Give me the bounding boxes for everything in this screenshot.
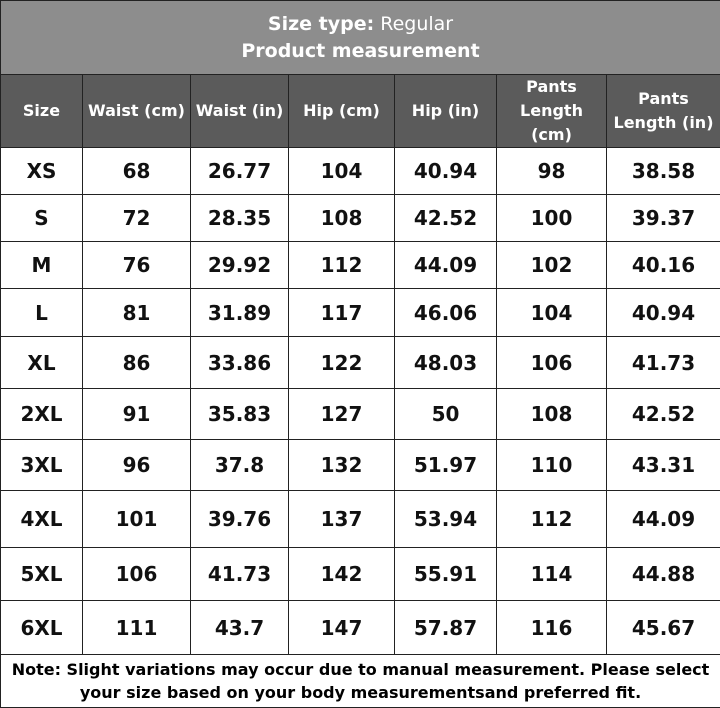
size-cell: XS (1, 148, 83, 195)
column-header: Hip (cm) (289, 75, 395, 148)
measurement-cell: 116 (497, 601, 607, 655)
measurement-cell: 147 (289, 601, 395, 655)
measurement-cell: 50 (395, 389, 497, 440)
measurement-cell: 40.16 (607, 242, 720, 289)
measurement-cell: 101 (83, 491, 191, 548)
measurement-cell: 137 (289, 491, 395, 548)
measurement-cell: 86 (83, 337, 191, 389)
column-header: Hip (in) (395, 75, 497, 148)
measurement-cell: 41.73 (191, 548, 289, 601)
size-type-value: Regular (380, 13, 453, 35)
measurement-cell: 42.52 (395, 195, 497, 242)
measurement-cell: 37.8 (191, 440, 289, 491)
size-cell: M (1, 242, 83, 289)
measurement-cell: 46.06 (395, 289, 497, 337)
size-cell: 5XL (1, 548, 83, 601)
title-row: Size type: Regular Product measurement (1, 1, 720, 75)
measurement-cell: 108 (497, 389, 607, 440)
measurement-cell: 98 (497, 148, 607, 195)
measurement-cell: 122 (289, 337, 395, 389)
size-cell: XL (1, 337, 83, 389)
measurement-cell: 51.97 (395, 440, 497, 491)
measurement-cell: 104 (289, 148, 395, 195)
measurement-cell: 96 (83, 440, 191, 491)
measurement-cell: 81 (83, 289, 191, 337)
measurement-cell: 26.77 (191, 148, 289, 195)
size-cell: S (1, 195, 83, 242)
measurement-cell: 28.35 (191, 195, 289, 242)
measurement-cell: 43.31 (607, 440, 720, 491)
measurement-cell: 33.86 (191, 337, 289, 389)
column-header: Size (1, 75, 83, 148)
measurement-cell: 39.37 (607, 195, 720, 242)
measurement-cell: 76 (83, 242, 191, 289)
measurement-cell: 31.89 (191, 289, 289, 337)
measurement-cell: 104 (497, 289, 607, 337)
measurement-cell: 42.52 (607, 389, 720, 440)
measurement-cell: 112 (289, 242, 395, 289)
measurement-cell: 41.73 (607, 337, 720, 389)
measurement-cell: 57.87 (395, 601, 497, 655)
size-cell: L (1, 289, 83, 337)
note-row: Note: Slight variations may occur due to… (1, 655, 720, 708)
measurement-cell: 117 (289, 289, 395, 337)
measurement-cell: 43.7 (191, 601, 289, 655)
measurement-cell: 108 (289, 195, 395, 242)
measurement-cell: 142 (289, 548, 395, 601)
measurement-cell: 35.83 (191, 389, 289, 440)
title-cell: Size type: Regular Product measurement (1, 1, 720, 75)
measurement-cell: 100 (497, 195, 607, 242)
measurement-cell: 45.67 (607, 601, 720, 655)
measurement-cell: 91 (83, 389, 191, 440)
measurement-cell: 53.94 (395, 491, 497, 548)
measurement-cell: 40.94 (607, 289, 720, 337)
measurement-cell: 48.03 (395, 337, 497, 389)
measurement-cell: 106 (497, 337, 607, 389)
size-cell: 2XL (1, 389, 83, 440)
measurement-cell: 112 (497, 491, 607, 548)
column-header: Waist (in) (191, 75, 289, 148)
measurement-cell: 72 (83, 195, 191, 242)
size-cell: 6XL (1, 601, 83, 655)
measurement-cell: 106 (83, 548, 191, 601)
measurement-cell: 55.91 (395, 548, 497, 601)
size-cell: 4XL (1, 491, 83, 548)
measurement-cell: 102 (497, 242, 607, 289)
measurement-cell: 39.76 (191, 491, 289, 548)
size-cell: 3XL (1, 440, 83, 491)
size-type-label: Size type: (268, 13, 374, 35)
title: Product measurement (241, 40, 479, 62)
measurement-cell: 132 (289, 440, 395, 491)
measurement-cell: 29.92 (191, 242, 289, 289)
measurement-cell: 44.09 (395, 242, 497, 289)
column-header: Pants Length (cm) (497, 75, 607, 148)
measurement-cell: 44.09 (607, 491, 720, 548)
measurement-cell: 110 (497, 440, 607, 491)
measurement-cell: 111 (83, 601, 191, 655)
column-header: Pants Length (in) (607, 75, 720, 148)
measurement-cell: 40.94 (395, 148, 497, 195)
measurement-cell: 44.88 (607, 548, 720, 601)
measurement-cell: 68 (83, 148, 191, 195)
measurement-cell: 38.58 (607, 148, 720, 195)
measurement-cell: 114 (497, 548, 607, 601)
note: Note: Slight variations may occur due to… (1, 655, 720, 708)
column-header: Waist (cm) (83, 75, 191, 148)
measurement-cell: 127 (289, 389, 395, 440)
